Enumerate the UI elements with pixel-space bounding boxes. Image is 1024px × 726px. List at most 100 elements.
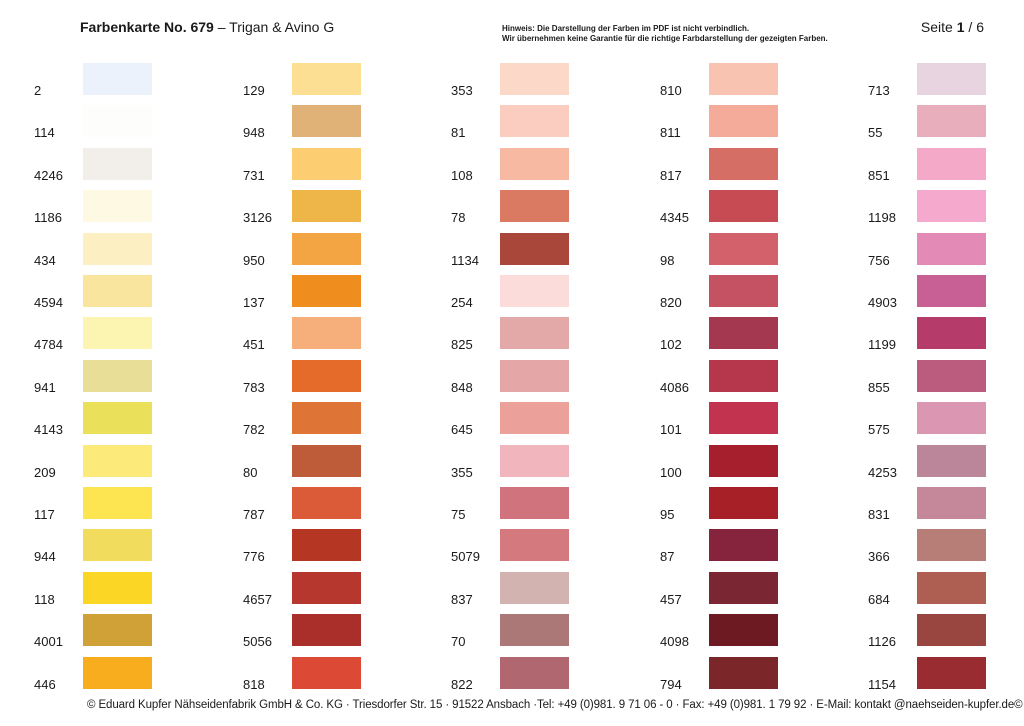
color-code: 1186 <box>34 210 62 226</box>
color-swatch <box>500 63 569 95</box>
color-code: 209 <box>34 464 56 480</box>
color-swatch <box>709 359 778 392</box>
color-code: 95 <box>660 507 675 522</box>
color-swatch <box>709 63 778 95</box>
swatch-row: 254 <box>451 275 631 317</box>
color-swatch <box>917 359 986 392</box>
color-swatch <box>292 571 361 604</box>
swatch-row: 100 <box>660 444 840 487</box>
swatch-row: 825 <box>451 317 631 359</box>
color-swatch <box>292 317 361 350</box>
swatch-row: 782 <box>243 402 423 444</box>
color-code: 1198 <box>868 210 896 226</box>
swatch-row: 944 <box>34 529 214 571</box>
title-product-names: – Trigan & Avino G <box>213 19 335 35</box>
color-swatch <box>83 359 152 392</box>
swatch-row: 118 <box>34 571 214 614</box>
color-swatch <box>500 402 569 435</box>
color-swatch <box>709 317 778 350</box>
color-code: 4253 <box>868 464 897 480</box>
color-swatch <box>917 529 986 562</box>
color-code: 855 <box>868 379 890 395</box>
swatch-row: 108 <box>451 147 631 190</box>
swatch-row: 948 <box>243 105 423 147</box>
color-swatch <box>709 571 778 604</box>
swatch-row: 78 <box>451 190 631 232</box>
swatch-row: 4594 <box>34 275 214 317</box>
color-code: 794 <box>660 676 682 692</box>
color-swatch <box>917 656 986 689</box>
color-swatch <box>292 656 361 689</box>
color-swatch <box>709 232 778 265</box>
color-code: 102 <box>660 337 682 353</box>
swatch-row: 684 <box>868 571 1024 614</box>
color-swatch <box>917 614 986 647</box>
color-code: 820 <box>660 295 682 310</box>
swatch-row: 575 <box>868 402 1024 444</box>
page-current: 1 <box>956 19 965 35</box>
color-code: 851 <box>868 167 890 183</box>
swatch-row: 446 <box>34 656 214 699</box>
color-swatch <box>917 190 986 223</box>
page-indicator: Seite 1 / 6 <box>921 19 984 35</box>
color-code: 1126 <box>868 634 896 650</box>
color-code: 55 <box>868 125 883 141</box>
color-code: 254 <box>451 295 473 310</box>
color-swatch <box>917 317 986 350</box>
color-swatch <box>917 571 986 604</box>
swatch-row: 102 <box>660 317 840 359</box>
page-total: / 6 <box>964 19 984 35</box>
color-swatch <box>500 444 569 477</box>
color-code: 457 <box>660 591 682 607</box>
color-code: 98 <box>660 252 675 268</box>
color-code: 848 <box>451 379 473 395</box>
color-swatch <box>292 529 361 562</box>
color-code: 4345 <box>660 210 689 226</box>
color-code: 4784 <box>34 337 63 353</box>
swatch-row: 756 <box>868 232 1024 275</box>
color-swatch <box>83 656 152 689</box>
color-swatch <box>83 275 152 307</box>
color-code: 100 <box>660 464 682 480</box>
swatch-row: 137 <box>243 275 423 317</box>
color-code: 101 <box>660 422 682 438</box>
color-swatch <box>500 147 569 180</box>
color-swatch <box>292 402 361 435</box>
color-code: 776 <box>243 549 265 565</box>
color-swatch <box>292 63 361 95</box>
swatch-row: 87 <box>660 529 840 571</box>
color-code: 366 <box>868 549 890 565</box>
swatch-row: 4086 <box>660 359 840 402</box>
swatch-row: 5079 <box>451 529 631 571</box>
color-code: 114 <box>34 125 55 141</box>
color-code: 5079 <box>451 549 480 565</box>
color-code: 575 <box>868 422 890 438</box>
color-code: 108 <box>451 167 473 183</box>
swatch-row: 95 <box>660 487 840 529</box>
swatch-row: 129 <box>243 63 423 105</box>
color-code: 353 <box>451 83 473 98</box>
color-code: 80 <box>243 464 258 480</box>
color-swatch <box>83 444 152 477</box>
color-code: 4086 <box>660 379 689 395</box>
color-code: 4143 <box>34 422 63 438</box>
color-code: 5056 <box>243 634 272 650</box>
swatch-row: 941 <box>34 359 214 402</box>
color-swatch <box>709 656 778 689</box>
color-swatch <box>292 614 361 647</box>
swatch-row: 822 <box>451 656 631 699</box>
swatch-row: 783 <box>243 359 423 402</box>
swatch-row: 4657 <box>243 571 423 614</box>
color-swatch <box>709 529 778 562</box>
swatch-row: 434 <box>34 232 214 275</box>
swatch-row: 810 <box>660 63 840 105</box>
color-swatch <box>500 614 569 647</box>
swatch-row: 5056 <box>243 614 423 656</box>
color-code: 825 <box>451 337 473 353</box>
swatch-row: 1134 <box>451 232 631 275</box>
color-code: 941 <box>34 379 56 395</box>
color-code: 4657 <box>243 591 272 607</box>
color-code: 434 <box>34 252 56 268</box>
swatch-row: 114 <box>34 105 214 147</box>
color-swatch <box>292 190 361 223</box>
